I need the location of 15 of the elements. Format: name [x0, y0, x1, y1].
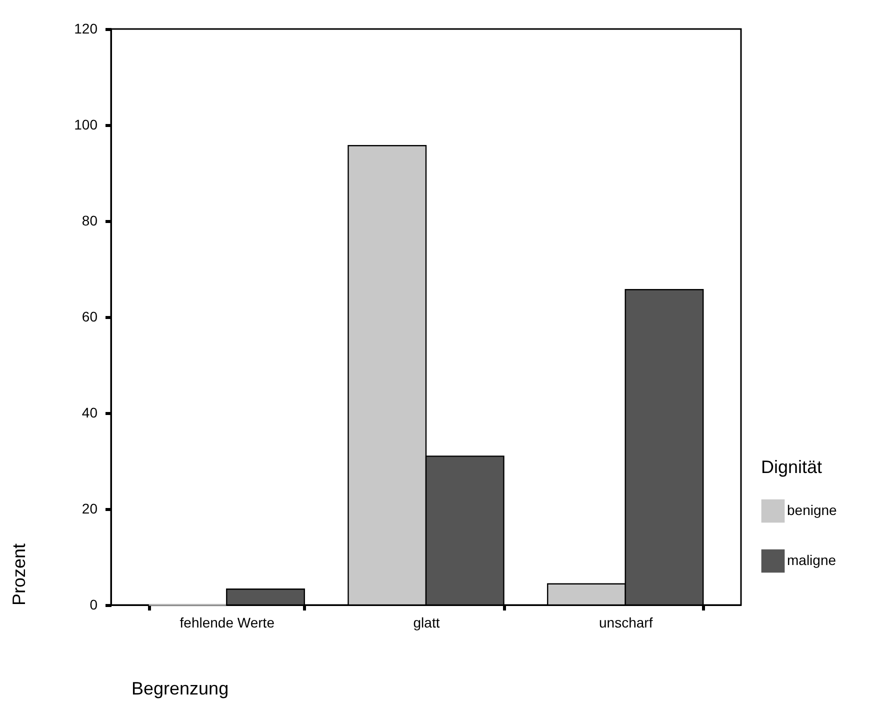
legend-label: benigne [787, 502, 838, 518]
x-tick-label: glatt [413, 614, 440, 630]
y-tick-label: 120 [74, 20, 98, 36]
x-tick-label: fehlende Werte [180, 614, 275, 630]
y-axis-title: Prozent [9, 543, 30, 606]
y-tick-label: 80 [82, 212, 98, 228]
y-tick-label: 20 [82, 500, 98, 516]
x-axis-title: Begrenzung [132, 678, 229, 698]
legend-title: Dignität [761, 457, 822, 477]
y-tick-label: 0 [90, 596, 98, 612]
x-tick-label: unscharf [599, 614, 653, 630]
y-tick-label: 60 [82, 308, 98, 324]
y-tick-label: 40 [82, 404, 98, 420]
y-tick-label: 100 [74, 116, 98, 132]
legend-label: maligne [787, 552, 836, 568]
